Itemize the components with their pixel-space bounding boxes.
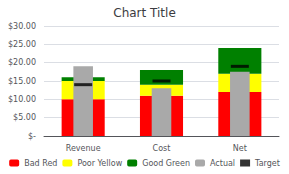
svg-text:$30.00: $30.00	[8, 22, 36, 31]
svg-text:Poor Yellow: Poor Yellow	[77, 159, 122, 168]
svg-text:$20.00: $20.00	[8, 58, 36, 67]
svg-text:Net: Net	[233, 144, 247, 153]
svg-text:$-: $-	[28, 132, 36, 141]
svg-text:Revenue: Revenue	[66, 144, 101, 153]
svg-text:$10.00: $10.00	[8, 95, 36, 104]
svg-text:Cost: Cost	[153, 144, 171, 153]
svg-text:$15.00: $15.00	[8, 77, 36, 86]
svg-text:$25.00: $25.00	[8, 40, 36, 49]
svg-text:Good Green: Good Green	[142, 159, 190, 168]
svg-text:Actual: Actual	[210, 159, 235, 168]
svg-text:$5.00: $5.00	[13, 113, 36, 122]
svg-text:Chart Title: Chart Title	[113, 6, 176, 20]
svg-text:Target: Target	[254, 159, 280, 168]
svg-text:Bad Red: Bad Red	[24, 159, 57, 168]
